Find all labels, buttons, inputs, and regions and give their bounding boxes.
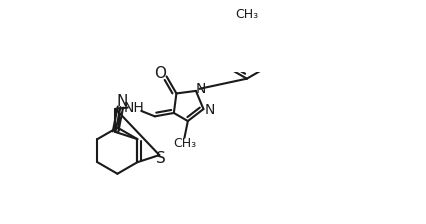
Text: N: N [204,103,214,117]
Text: O: O [153,66,165,81]
Text: CH₃: CH₃ [173,137,196,150]
Text: N: N [195,82,205,96]
Text: CH₃: CH₃ [235,8,258,21]
Text: S: S [155,151,165,166]
Text: N: N [116,94,127,109]
Text: NH: NH [124,101,144,114]
